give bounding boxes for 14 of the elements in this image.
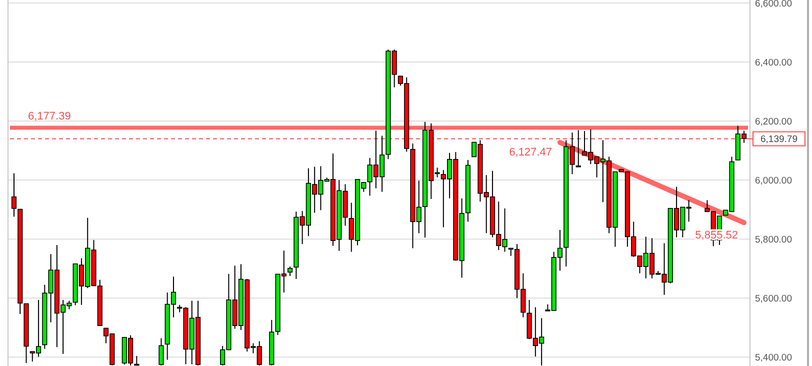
candlestick (576, 130, 581, 168)
y-tick-label: 6,200.00 (755, 116, 792, 128)
y-tick-label: 6,000.00 (755, 175, 792, 186)
y-tick-label: 5,800.00 (755, 234, 792, 246)
candlestick (288, 266, 293, 276)
y-tick-label: 6,400.00 (755, 57, 792, 68)
candlestick (158, 338, 164, 366)
annotation: 6,127.47 (509, 146, 552, 158)
candlestick (11, 172, 17, 218)
ref-line-label: 6,177.39 (28, 110, 71, 123)
y-tick-label: 5,400.00 (755, 352, 792, 364)
ref-line-label: 6,139.79 (760, 134, 798, 146)
y-tick-label: 6,600.00 (755, 0, 792, 10)
y-tick-label: 5,600.00 (755, 293, 792, 304)
